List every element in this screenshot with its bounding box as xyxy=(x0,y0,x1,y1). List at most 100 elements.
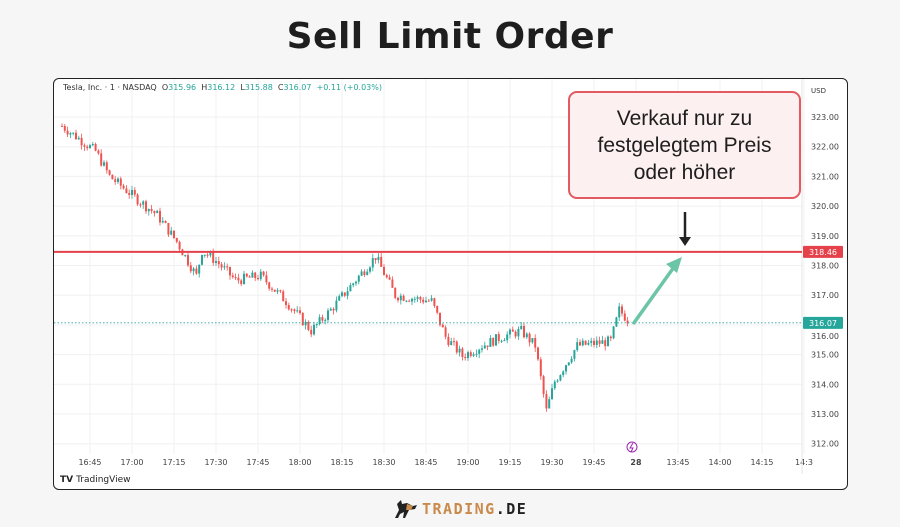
candle-body xyxy=(394,287,397,298)
candle-body xyxy=(290,309,293,311)
symbol-name: Tesla, Inc. · 1 · NASDAQ xyxy=(63,83,157,92)
candle-body xyxy=(626,320,629,324)
candle-body xyxy=(223,266,226,268)
candle-body xyxy=(469,352,472,356)
candle-body xyxy=(248,276,251,278)
candle-body xyxy=(324,319,327,321)
candle-body xyxy=(161,220,164,223)
candle-body xyxy=(75,132,77,140)
candle-body xyxy=(335,300,338,311)
x-tick-label: 18:45 xyxy=(414,458,437,467)
candle-body xyxy=(553,381,556,389)
candle-body xyxy=(503,340,506,342)
candle-body xyxy=(103,162,105,166)
candle-body xyxy=(310,329,313,335)
candle-body xyxy=(178,241,181,250)
x-tick-label: 18:00 xyxy=(288,458,311,467)
close-value: 316.07 xyxy=(283,83,312,92)
x-tick-label: 19:15 xyxy=(498,458,521,467)
candle-body xyxy=(117,178,119,182)
candle-body xyxy=(433,298,436,306)
candle-body xyxy=(427,300,430,302)
y-tick-label: 314.00 xyxy=(811,380,839,389)
candle-body xyxy=(374,258,377,261)
candle-body xyxy=(167,223,170,235)
last-price-label: 316.07 xyxy=(809,319,837,328)
candle-body xyxy=(237,277,240,281)
candle-body xyxy=(192,268,195,272)
candle-body xyxy=(282,291,285,302)
y-tick-label: 322.00 xyxy=(811,143,839,152)
candle-body xyxy=(125,188,128,193)
candle-body xyxy=(217,261,220,265)
chart-panel[interactable]: 323.00 322.00 321.00 320.00 319.00 318.00 317.… xyxy=(53,78,848,490)
candle-body xyxy=(523,325,525,338)
candle-body xyxy=(481,348,483,350)
candle-body xyxy=(623,313,626,321)
candle-body xyxy=(565,365,567,372)
x-tick-label: 28 xyxy=(630,458,642,467)
candle-body xyxy=(259,271,262,280)
candle-body xyxy=(234,277,237,279)
y-tick-label: 318.00 xyxy=(811,262,839,271)
candle-body xyxy=(425,300,427,303)
last-price-tag xyxy=(803,316,843,329)
candle-body xyxy=(209,252,212,256)
candle-body xyxy=(262,271,265,276)
candle-body xyxy=(567,362,570,366)
candle-body xyxy=(542,376,545,395)
candle-body xyxy=(369,267,371,272)
y-tick-label: 312.00 xyxy=(811,440,839,449)
candle-body xyxy=(111,174,114,180)
candle-body xyxy=(139,204,142,206)
x-tick-label: 19:00 xyxy=(456,458,479,467)
candle-body xyxy=(349,285,352,292)
low-value: 315.88 xyxy=(244,83,273,92)
candle-body xyxy=(593,340,595,345)
candle-body xyxy=(251,272,254,278)
candle-body xyxy=(595,340,598,345)
candle-body xyxy=(371,258,374,268)
x-tick-label: 19:45 xyxy=(582,458,605,467)
candle-body xyxy=(273,289,276,292)
candle-body xyxy=(422,299,425,303)
candle-body xyxy=(299,310,301,314)
candle-body xyxy=(61,125,63,127)
candle-body xyxy=(243,273,245,285)
candle-body xyxy=(447,336,450,346)
candle-body xyxy=(352,283,355,286)
candle-body xyxy=(173,230,175,238)
candle-body xyxy=(201,254,203,265)
candle-body xyxy=(405,300,408,302)
candle-body xyxy=(346,291,349,296)
bull-logo-icon xyxy=(395,500,417,518)
x-tick-label: 17:30 xyxy=(204,458,227,467)
candle-body xyxy=(187,255,189,266)
lightning-glyph xyxy=(629,442,634,453)
candle-body xyxy=(156,210,159,214)
y-tick-label: 319.00 xyxy=(811,232,839,241)
candle-body xyxy=(584,340,587,345)
candle-body xyxy=(576,342,579,351)
candle-body xyxy=(206,254,209,256)
x-tick-label: 18:30 xyxy=(372,458,395,467)
candle-body xyxy=(380,256,383,267)
candle-body xyxy=(254,272,257,279)
candle-body xyxy=(122,185,125,189)
candle-body xyxy=(271,288,273,290)
x-tick-label: 14:3 xyxy=(795,458,813,467)
candle-body xyxy=(133,190,136,195)
candle-body xyxy=(464,356,467,359)
candle-body xyxy=(391,279,394,288)
change-value: +0.11 (+0.03%) xyxy=(316,83,382,92)
candle-body xyxy=(621,306,623,314)
candle-body xyxy=(514,331,517,337)
candle-body xyxy=(357,275,360,282)
candle-body xyxy=(287,305,290,310)
candle-body xyxy=(220,264,223,268)
candle-body xyxy=(150,208,153,212)
x-tick-label: 17:00 xyxy=(120,458,143,467)
candle-body xyxy=(128,192,131,195)
candle-body xyxy=(265,275,268,283)
candle-body xyxy=(198,264,201,274)
